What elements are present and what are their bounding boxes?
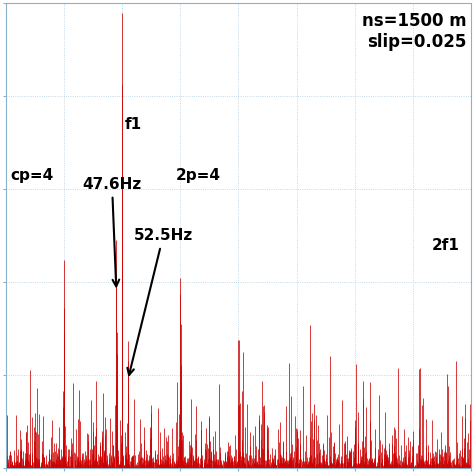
Text: cp=4: cp=4 — [10, 168, 54, 183]
Text: 47.6Hz: 47.6Hz — [82, 177, 142, 286]
Text: f1: f1 — [124, 117, 141, 131]
Text: ns=1500 m
slip=0.025: ns=1500 m slip=0.025 — [362, 12, 466, 51]
Text: 2f1: 2f1 — [432, 237, 459, 253]
Text: 2p=4: 2p=4 — [175, 168, 220, 183]
Text: 52.5Hz: 52.5Hz — [128, 228, 193, 375]
